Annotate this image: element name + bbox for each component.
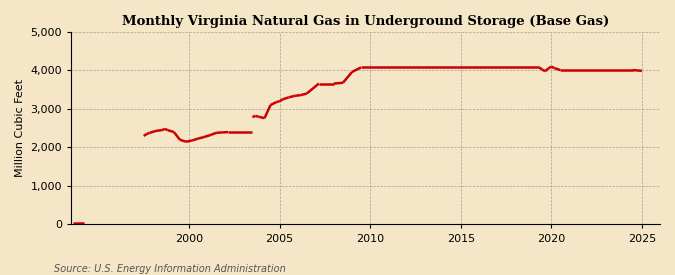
Y-axis label: Million Cubic Feet: Million Cubic Feet bbox=[15, 79, 25, 177]
Text: Source: U.S. Energy Information Administration: Source: U.S. Energy Information Administ… bbox=[54, 264, 286, 274]
Title: Monthly Virginia Natural Gas in Underground Storage (Base Gas): Monthly Virginia Natural Gas in Undergro… bbox=[122, 15, 610, 28]
